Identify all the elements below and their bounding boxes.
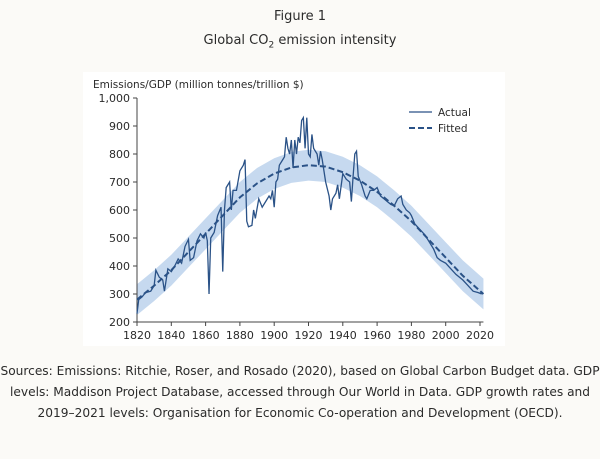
y-tick-label: 300 xyxy=(109,288,130,301)
x-tick-label: 1880 xyxy=(226,329,254,342)
legend-label-actual: Actual xyxy=(438,107,471,119)
x-tick-label: 1920 xyxy=(295,329,323,342)
y-tick-label: 700 xyxy=(109,176,130,189)
y-tick-label: 900 xyxy=(109,120,130,133)
y-tick-label: 1,000 xyxy=(99,92,131,105)
x-tick-label: 1820 xyxy=(123,329,151,342)
y-tick-label: 600 xyxy=(109,204,130,217)
x-tick-label: 2000 xyxy=(432,329,460,342)
y-axis-label: Emissions/GDP (million tonnes/trillion $… xyxy=(93,79,304,91)
y-tick-label: 500 xyxy=(109,232,130,245)
y-tick-label: 200 xyxy=(109,316,130,329)
title-text: Global CO xyxy=(203,33,269,48)
sources-note: Sources: Emissions: Ritchie, Roser, and … xyxy=(0,364,600,420)
y-tick-label: 800 xyxy=(109,148,130,161)
title-subscript: 2 xyxy=(268,40,275,51)
x-tick-label: 2020 xyxy=(466,329,494,342)
actual-series-line xyxy=(136,115,482,314)
y-tick-label: 400 xyxy=(109,260,130,273)
x-tick-label: 1960 xyxy=(363,329,391,342)
legend-label-fitted: Fitted xyxy=(438,123,468,135)
x-tick-label: 1940 xyxy=(329,329,357,342)
x-tick-label: 1980 xyxy=(397,329,425,342)
fitted-confidence-band xyxy=(137,149,484,315)
x-tick-label: 1900 xyxy=(260,329,288,342)
chart-title: Global CO2 emission intensity xyxy=(0,33,600,51)
x-tick-label: 1860 xyxy=(192,329,220,342)
x-tick-label: 1840 xyxy=(157,329,185,342)
title-text-end: emission intensity xyxy=(274,33,397,48)
figure-label: Figure 1 xyxy=(273,9,327,24)
